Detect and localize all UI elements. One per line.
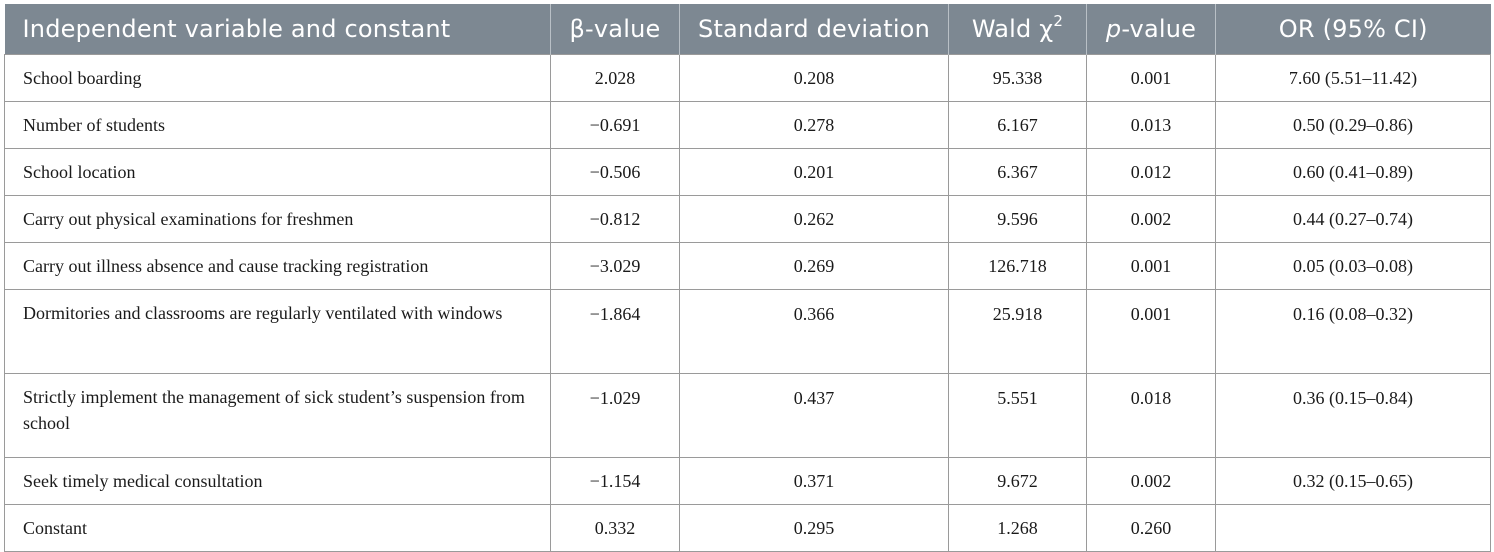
table-row: Dormitories and classrooms are regularly…: [4, 289, 1491, 374]
cell-wald: 1.268: [948, 504, 1087, 552]
header-wald-label: Wald χ: [971, 15, 1054, 43]
cell-or: 0.44 (0.27–0.74): [1215, 195, 1491, 243]
cell-sd: 0.201: [679, 148, 949, 196]
table-row: Strictly implement the management of sic…: [4, 373, 1491, 458]
cell-or: 7.60 (5.51–11.42): [1215, 54, 1491, 102]
table-row: Number of students −0.691 0.278 6.167 0.…: [4, 101, 1491, 149]
header-p-italic: p: [1105, 15, 1122, 43]
header-wald-superscript: 2: [1053, 12, 1064, 30]
cell-or: [1215, 504, 1491, 552]
table-row: School boarding 2.028 0.208 95.338 0.001…: [4, 54, 1491, 102]
cell-variable: Constant: [4, 504, 551, 552]
regression-table: Independent variable and constant β-valu…: [4, 4, 1491, 552]
cell-p: 0.001: [1086, 54, 1216, 102]
cell-sd: 0.295: [679, 504, 949, 552]
cell-wald: 126.718: [948, 242, 1087, 290]
cell-variable: Seek timely medical consultation: [4, 457, 551, 505]
header-variable: Independent variable and constant: [4, 4, 551, 55]
cell-p: 0.002: [1086, 457, 1216, 505]
cell-wald: 6.367: [948, 148, 1087, 196]
table-row: Constant 0.332 0.295 1.268 0.260: [4, 504, 1491, 552]
cell-sd: 0.371: [679, 457, 949, 505]
cell-variable: Number of students: [4, 101, 551, 149]
cell-wald: 5.551: [948, 373, 1087, 458]
table-row: School location −0.506 0.201 6.367 0.012…: [4, 148, 1491, 196]
cell-or: 0.16 (0.08–0.32): [1215, 289, 1491, 374]
cell-variable: School location: [4, 148, 551, 196]
cell-p: 0.012: [1086, 148, 1216, 196]
cell-wald: 9.596: [948, 195, 1087, 243]
cell-wald: 95.338: [948, 54, 1087, 102]
cell-variable: Carry out physical examinations for fres…: [4, 195, 551, 243]
header-standard-deviation: Standard deviation: [679, 4, 949, 55]
cell-variable: Dormitories and classrooms are regularly…: [4, 289, 551, 374]
cell-or: 0.50 (0.29–0.86): [1215, 101, 1491, 149]
regression-table-container: Independent variable and constant β-valu…: [4, 4, 1491, 552]
cell-sd: 0.269: [679, 242, 949, 290]
cell-or: 0.36 (0.15–0.84): [1215, 373, 1491, 458]
header-p-rest: -value: [1121, 15, 1197, 43]
header-wald: Wald χ2: [948, 4, 1087, 55]
cell-beta: −3.029: [550, 242, 680, 290]
header-odds-ratio: OR (95% CI): [1215, 4, 1491, 55]
cell-beta: −1.864: [550, 289, 680, 374]
table-header-row: Independent variable and constant β-valu…: [4, 4, 1491, 55]
cell-or: 0.05 (0.03–0.08): [1215, 242, 1491, 290]
cell-variable: Strictly implement the management of sic…: [4, 373, 551, 458]
cell-beta: 2.028: [550, 54, 680, 102]
header-beta: β-value: [550, 4, 680, 55]
cell-or: 0.32 (0.15–0.65): [1215, 457, 1491, 505]
cell-sd: 0.278: [679, 101, 949, 149]
cell-wald: 25.918: [948, 289, 1087, 374]
table-row: Seek timely medical consultation −1.154 …: [4, 457, 1491, 505]
cell-p: 0.260: [1086, 504, 1216, 552]
cell-beta: −0.691: [550, 101, 680, 149]
cell-p: 0.013: [1086, 101, 1216, 149]
cell-beta: −1.154: [550, 457, 680, 505]
header-p-value: p-value: [1086, 4, 1216, 55]
table-row: Carry out illness absence and cause trac…: [4, 242, 1491, 290]
cell-beta: −0.812: [550, 195, 680, 243]
cell-p: 0.018: [1086, 373, 1216, 458]
cell-beta: −0.506: [550, 148, 680, 196]
cell-p: 0.001: [1086, 242, 1216, 290]
cell-variable: Carry out illness absence and cause trac…: [4, 242, 551, 290]
table-row: Carry out physical examinations for fres…: [4, 195, 1491, 243]
cell-or: 0.60 (0.41–0.89): [1215, 148, 1491, 196]
cell-p: 0.002: [1086, 195, 1216, 243]
cell-sd: 0.437: [679, 373, 949, 458]
cell-beta: −1.029: [550, 373, 680, 458]
cell-sd: 0.262: [679, 195, 949, 243]
cell-sd: 0.366: [679, 289, 949, 374]
cell-beta: 0.332: [550, 504, 680, 552]
cell-p: 0.001: [1086, 289, 1216, 374]
cell-wald: 6.167: [948, 101, 1087, 149]
cell-sd: 0.208: [679, 54, 949, 102]
cell-wald: 9.672: [948, 457, 1087, 505]
cell-variable: School boarding: [4, 54, 551, 102]
